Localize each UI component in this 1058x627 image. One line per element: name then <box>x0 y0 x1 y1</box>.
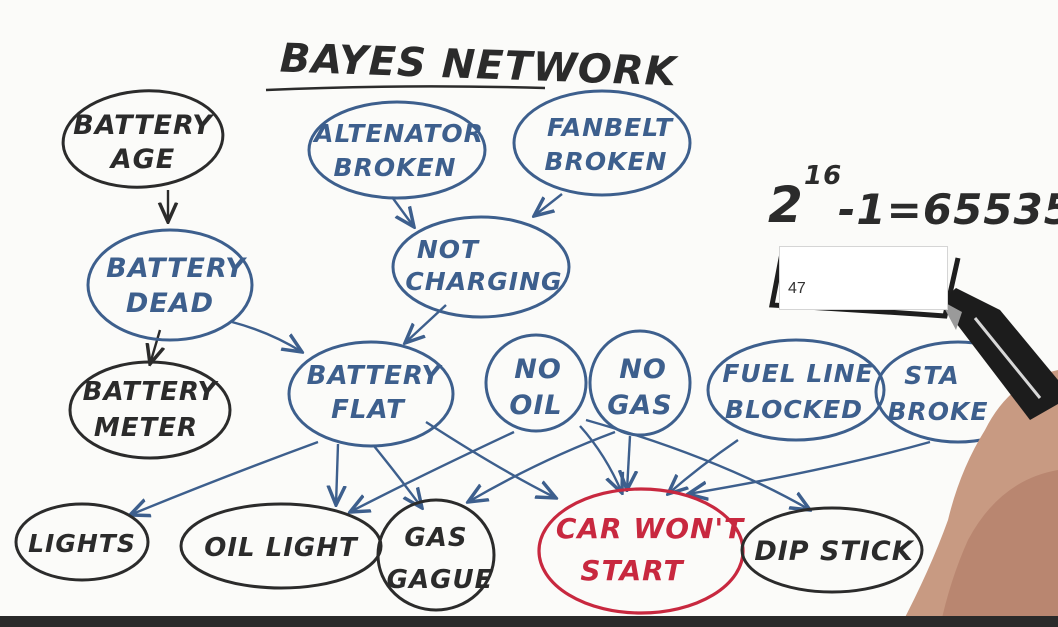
node-label: BROKEN <box>545 147 668 176</box>
node-car-wont-start: CAR WON'T START <box>537 487 745 615</box>
node-label: BLOCKED <box>725 395 863 424</box>
node-label: GAGUE <box>387 565 494 595</box>
node-label: AGE <box>109 144 176 175</box>
pen-body <box>940 288 1058 420</box>
bottom-strip <box>0 616 1058 627</box>
edges <box>130 190 931 515</box>
node-label: STA <box>904 361 959 390</box>
node-label: BROKEN <box>334 153 457 182</box>
node-label: CAR WON'T <box>556 512 745 545</box>
edge-nogas-carwontstart <box>627 435 630 490</box>
node-label: START <box>580 554 684 587</box>
node-fuel-line-blocked: FUEL LINE BLOCKED <box>706 338 886 442</box>
equation-rest: -1=65535 <box>838 185 1058 234</box>
edge-dead-flat <box>231 320 302 352</box>
node-no-oil: NO OIL <box>484 333 588 433</box>
node-battery-dead: BATTERY DEAD <box>86 228 254 342</box>
edge-nooil-oillight <box>350 430 515 512</box>
title-underline <box>265 85 546 92</box>
node-not-charging: NOT CHARGING <box>391 215 571 319</box>
edge-flat-carwontstart <box>425 420 556 498</box>
node-battery-meter: BATTERY METER <box>68 360 232 460</box>
node-alternator-broken: ALTENATOR BROKEN <box>307 100 487 200</box>
edge-fanbelt-notcharging <box>534 193 563 216</box>
node-lights: LIGHTS <box>14 502 150 582</box>
node-label: OIL LIGHT <box>204 533 359 563</box>
node-label: OIL <box>509 390 562 421</box>
node-label: CHARGING <box>405 267 562 296</box>
node-battery-flat: BATTERY FLAT <box>287 340 455 448</box>
edge-flat-gasgauge <box>373 445 422 508</box>
node-gas-gauge: GAS GAGUE <box>376 498 496 612</box>
node-label: DEAD <box>126 288 214 319</box>
edge-fuelline-carwontstart <box>668 439 739 494</box>
node-label: NOT <box>417 235 480 264</box>
equation-base: 2 <box>768 176 804 234</box>
node-label: ALTENATOR <box>312 119 484 148</box>
pen-clip <box>973 317 1042 399</box>
edge-starter-carwontstart <box>688 440 931 494</box>
node-label: NO <box>619 354 667 385</box>
node-label: DIP STICK <box>754 536 914 567</box>
node-label: GAS <box>607 390 673 421</box>
node-oil-light: OIL LIGHT <box>179 502 383 590</box>
answer-input[interactable] <box>779 246 948 310</box>
node-label: FUEL LINE <box>722 359 873 388</box>
edge-nooil-dipstick <box>585 418 810 510</box>
edge-flat-oillight <box>336 443 338 505</box>
pen-and-hand <box>900 288 1058 627</box>
node-label: LIGHTS <box>28 529 136 558</box>
node-label: FANBELT <box>547 113 674 142</box>
edge-nogas-gasgauge <box>468 430 616 502</box>
node-no-gas: NO GAS <box>588 329 692 437</box>
edge-alternator-notcharging <box>391 196 414 227</box>
node-label: METER <box>94 413 198 443</box>
edge-nooil-carwontstart <box>579 425 622 493</box>
equation-exponent: 16 <box>804 161 842 191</box>
hand-knuckle <box>940 470 1058 627</box>
node-label: FLAT <box>331 395 406 425</box>
edge-dead-meter <box>150 329 160 364</box>
node-dip-stick: DIP STICK <box>740 506 924 594</box>
equation: 2 16 -1=65535 <box>768 161 1058 234</box>
node-battery-age: BATTERY AGE <box>61 89 225 189</box>
node-label: BROKE <box>887 397 988 426</box>
edge-flat-lights <box>130 440 319 515</box>
node-fanbelt-broken: FANBELT BROKEN <box>512 89 692 197</box>
node-label: NO <box>514 354 562 385</box>
node-label: BATTERY <box>73 110 214 141</box>
node-label: GAS <box>404 523 467 553</box>
node-label: BATTERY <box>83 377 220 407</box>
node-label: BATTERY <box>106 253 247 284</box>
node-label: BATTERY <box>307 361 444 391</box>
